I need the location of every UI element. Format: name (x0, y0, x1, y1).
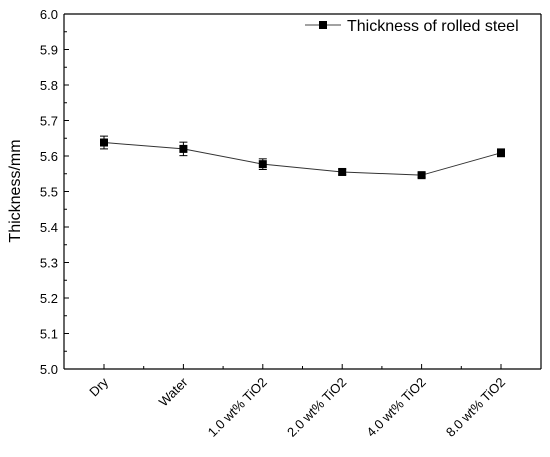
y-ticks: 5.0 5.1 5.2 5.3 5.4 5.5 5.6 5.7 5.8 5.9 6.0 (40, 7, 69, 377)
x-tick-label: 8.0 wt% TiO2 (443, 375, 508, 440)
data-series (100, 135, 505, 180)
y-axis-label: Thickness/mm (7, 139, 24, 242)
y-tick-label: 6.0 (40, 7, 58, 22)
x-tick-label: Dry (86, 374, 111, 399)
y-tick-label: 5.6 (40, 149, 58, 164)
data-point (338, 167, 347, 176)
series-line (103, 142, 502, 176)
data-point (179, 144, 188, 153)
y-tick-label: 5.8 (40, 78, 58, 93)
x-tick-label: 4.0 wt% TiO2 (363, 375, 428, 440)
y-tick-label: 5.7 (40, 114, 58, 129)
y-tick-label: 5.0 (40, 362, 58, 377)
data-point (258, 160, 267, 169)
y-axis: 5.0 5.1 5.2 5.3 5.4 5.5 5.6 5.7 5.8 5.9 6.0 (40, 7, 69, 377)
data-point (100, 138, 108, 147)
x-tick-label: Water (156, 374, 191, 409)
y-tick-label: 5.2 (40, 291, 58, 306)
legend-square-marker-icon (319, 21, 327, 29)
y-tick-label: 5.3 (40, 256, 58, 271)
x-tick-label: 1.0 wt% TiO2 (205, 375, 270, 440)
y-tick-label: 5.4 (40, 220, 58, 235)
y-tick-label: 5.9 (40, 43, 58, 58)
legend: Thickness of rolled steel (305, 18, 519, 35)
y-tick-label: 5.1 (40, 327, 58, 342)
data-point (417, 171, 426, 180)
data-point (497, 148, 505, 157)
y-tick-label: 5.5 (40, 185, 58, 200)
x-tick-label: 2.0 wt% TiO2 (284, 375, 349, 440)
x-axis: Dry Water 1.0 wt% TiO2 2.0 wt% TiO2 4.0 wt% … (64, 364, 541, 440)
legend-label: Thickness of rolled steel (347, 18, 519, 35)
x-ticks: Dry Water 1.0 wt% TiO2 2.0 wt% TiO2 4.0 wt% … (86, 364, 508, 440)
